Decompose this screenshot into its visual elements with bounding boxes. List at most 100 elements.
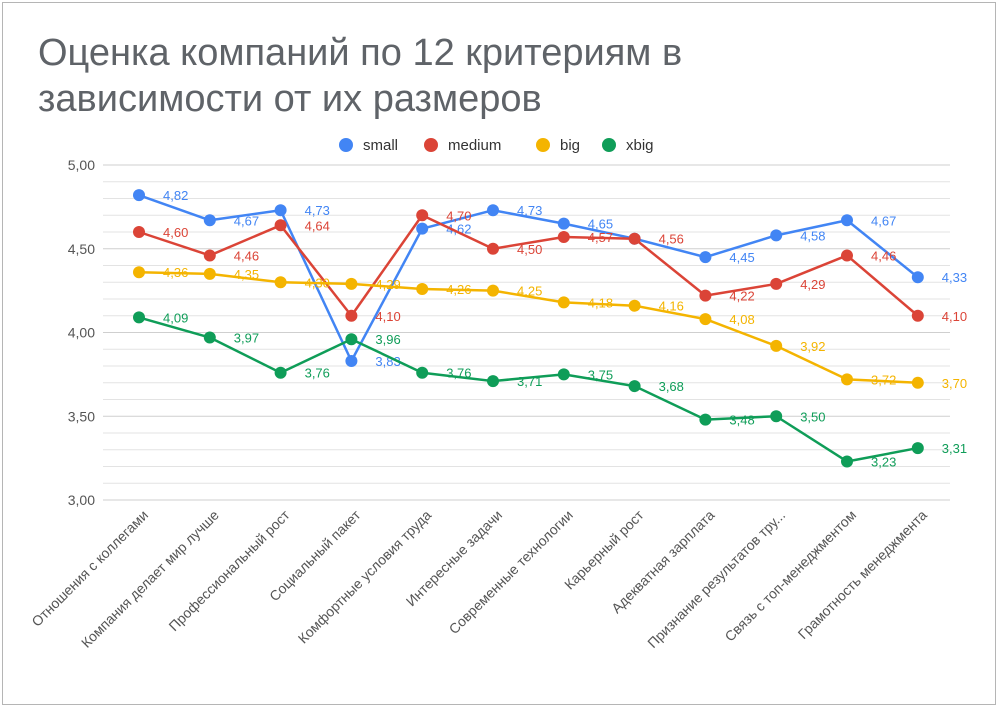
data-label-xbig: 3,76 [305,366,330,381]
chart-title: Оценка компаний по 12 критериям в зависи… [38,32,683,120]
data-label-small: 4,45 [729,250,754,265]
data-point-big [274,276,287,289]
legend-label: medium [448,137,501,154]
data-point-small [345,354,358,367]
x-category-label: Современные технологии [446,507,576,637]
series-line-xbig [138,316,919,463]
data-label-xbig: 3,76 [446,366,471,381]
data-label-small: 3,83 [375,354,400,369]
data-point-medium [628,232,641,245]
legend-label: big [560,137,580,154]
data-point-xbig [203,331,216,344]
y-tick-label: 3,50 [68,408,95,424]
data-point-small [557,217,570,230]
data-point-medium [911,309,924,322]
data-point-big [133,266,145,279]
data-point-xbig [911,442,924,455]
data-point-small [274,204,287,217]
data-point-big [345,277,358,290]
data-label-medium: 4,50 [517,242,542,257]
data-point-medium [841,249,853,262]
data-point-xbig [133,311,145,324]
data-label-medium: 4,56 [659,232,684,247]
data-point-xbig [699,413,712,426]
data-label-small: 4,67 [871,213,896,228]
legend-marker [339,138,353,152]
data-point-big [770,339,783,352]
data-label-small: 4,82 [163,188,188,203]
data-point-medium [203,249,216,262]
series-line-small [138,193,919,363]
data-label-big: 4,18 [588,295,613,310]
data-point-big [557,296,570,309]
x-category-label: Связь с топ-менеджментом [721,507,859,645]
data-label-small: 4,62 [446,222,471,237]
data-point-medium [133,226,145,238]
data-point-xbig [487,375,499,388]
legend-label: small [363,137,398,154]
data-point-medium [487,242,499,255]
data-label-medium: 4,46 [871,248,896,263]
data-point-small [416,222,429,235]
data-point-medium [557,231,570,244]
data-point-big [416,282,429,295]
data-point-medium [770,277,783,290]
data-point-small [770,229,783,242]
data-label-big: 4,25 [517,284,542,299]
data-point-small [699,251,712,264]
data-label-big: 3,70 [942,376,967,391]
data-label-medium: 4,10 [942,309,967,324]
data-label-medium: 4,64 [305,218,330,233]
data-label-small: 4,58 [800,228,825,243]
x-category-label: Признание результатов тру... [644,507,788,651]
x-category-label: Комфортные условия труда [295,507,435,647]
data-point-medium [699,289,712,302]
data-label-small: 4,73 [305,203,330,218]
y-tick-label: 4,00 [68,325,95,341]
data-label-xbig: 3,68 [659,379,684,394]
data-label-xbig: 3,97 [234,331,259,346]
data-label-medium: 4,22 [729,289,754,304]
data-point-medium [345,309,358,322]
data-label-big: 4,16 [659,299,684,314]
data-point-small [911,271,924,284]
data-point-xbig [416,366,429,379]
data-label-big: 4,36 [163,265,188,280]
y-tick-label: 5,00 [68,157,95,173]
data-point-medium [274,219,287,232]
y-tick-label: 4,50 [68,241,95,257]
data-point-big [841,373,853,386]
data-point-small [203,214,216,227]
legend-label: xbig [626,137,654,154]
data-point-medium [416,209,429,222]
data-label-small: 4,33 [942,270,967,285]
data-point-big [487,284,499,297]
data-label-big: 4,08 [729,312,754,327]
data-label-xbig: 3,75 [588,367,613,382]
data-label-xbig: 3,23 [871,454,896,469]
legend-marker [536,138,550,152]
data-point-big [699,313,712,326]
data-point-small [487,204,499,217]
series-line-medium [138,214,919,317]
x-category-label: Компания делает мир лучше [78,507,222,651]
series-line-big [138,270,918,384]
data-label-big: 4,35 [234,267,259,282]
data-point-big [203,267,216,280]
data-label-xbig: 3,71 [517,374,542,389]
data-label-medium: 4,10 [375,309,400,324]
data-label-small: 4,67 [234,213,259,228]
data-label-small: 4,65 [588,217,613,232]
x-category-label: Отношения с коллегами [28,507,151,630]
data-label-medium: 4,60 [163,225,188,240]
legend-marker [602,138,616,152]
data-label-xbig: 3,31 [942,441,967,456]
x-category-label: Грамотность менеджмента [795,507,930,642]
data-label-big: 4,30 [305,275,330,290]
data-point-small [133,189,145,202]
data-label-medium: 4,29 [800,277,825,292]
data-label-xbig: 3,96 [375,332,400,347]
data-label-medium: 4,57 [588,230,613,245]
